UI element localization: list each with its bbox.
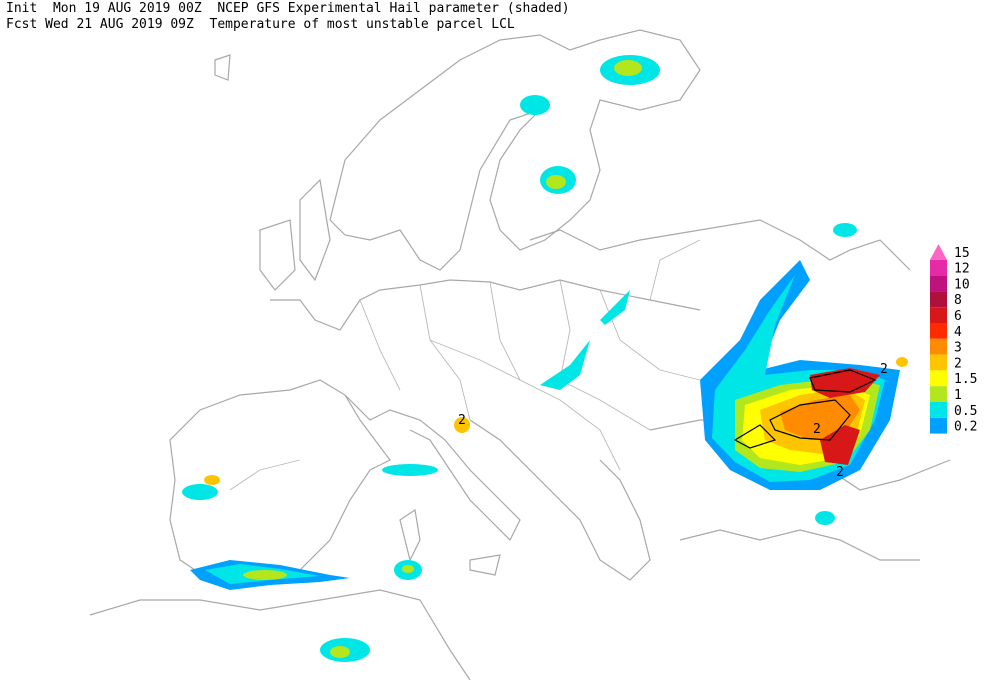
legend-label: 1.5	[954, 372, 977, 387]
legend-label: 3	[954, 341, 962, 356]
contour-label: 2	[880, 362, 888, 377]
legend-swatch	[930, 323, 947, 339]
borders	[229, 239, 701, 491]
hail-shading	[182, 55, 908, 662]
legend-label: 8	[954, 293, 962, 308]
legend-swatch	[930, 417, 947, 434]
header-line: Init Mon 19 AUG 2019 00Z NCEP GFS Experi…	[6, 1, 570, 16]
contour-label: 2	[836, 465, 844, 480]
legend-label: 10	[954, 277, 970, 292]
legend-label: 2	[954, 356, 962, 371]
header-line: Fcst Wed 21 AUG 2019 09Z Temperature of …	[6, 17, 515, 32]
legend-label: 1	[954, 388, 962, 403]
legend-swatch	[930, 354, 947, 371]
legend-swatch	[930, 275, 947, 292]
legend-label: 0.2	[954, 420, 977, 435]
legend-swatch	[930, 386, 947, 402]
legend-label: 15	[954, 246, 970, 261]
legend-swatch	[930, 307, 947, 323]
legend-swatch	[930, 370, 947, 387]
legend-swatch	[930, 338, 947, 355]
legend-swatch	[930, 402, 947, 418]
legend-label: 0.5	[954, 404, 977, 419]
legend-label: 12	[954, 262, 970, 277]
legend-swatch	[930, 291, 947, 308]
contour-label: 2	[813, 422, 821, 437]
legend-label: 4	[954, 325, 962, 340]
legend-swatch	[930, 259, 947, 276]
legend-label: 6	[954, 309, 962, 324]
contour-label: 2	[458, 413, 466, 428]
legend-swatch	[930, 244, 947, 260]
